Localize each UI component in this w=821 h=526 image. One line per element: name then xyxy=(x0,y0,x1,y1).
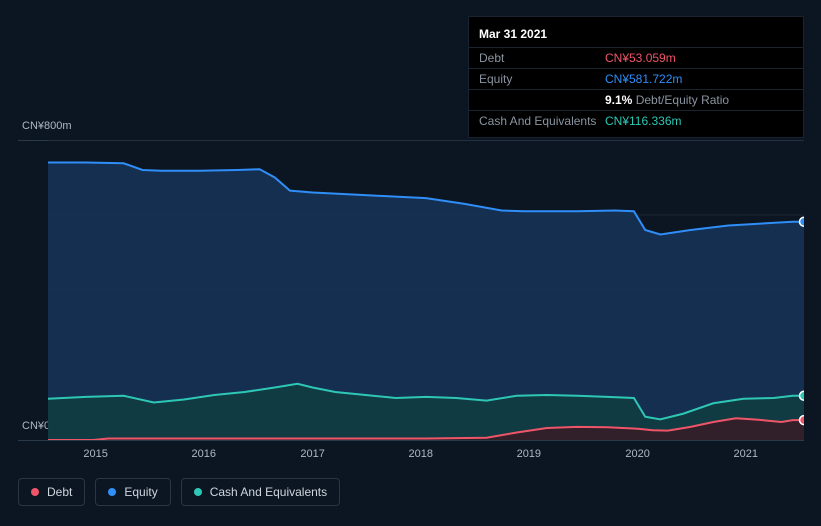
legend-item-cash[interactable]: Cash And Equivalents xyxy=(181,478,340,506)
tooltip-label: Equity xyxy=(479,72,605,86)
x-axis-tick: 2018 xyxy=(408,448,432,460)
tooltip-label: Cash And Equivalents xyxy=(479,114,605,128)
tooltip-value: 9.1% Debt/Equity Ratio xyxy=(605,93,793,107)
ratio-suffix: Debt/Equity Ratio xyxy=(636,93,729,107)
cash-end-marker-icon xyxy=(800,391,805,400)
legend-item-equity[interactable]: Equity xyxy=(95,478,170,506)
debt-legend-dot-icon xyxy=(31,488,39,496)
y-axis-label-top: CN¥800m xyxy=(22,120,72,132)
x-axis-tick: 2021 xyxy=(734,448,758,460)
tooltip-label: Debt xyxy=(479,51,605,65)
equity-end-marker-icon xyxy=(800,217,805,226)
equity-legend-dot-icon xyxy=(108,488,116,496)
tooltip-row-debt: Debt CN¥53.059m xyxy=(469,47,803,68)
x-axis-tick: 2015 xyxy=(83,448,107,460)
legend-label: Equity xyxy=(124,485,157,499)
financials-area-chart[interactable] xyxy=(18,140,804,444)
ratio-value: 9.1% xyxy=(605,93,632,107)
x-axis-tick: 2017 xyxy=(300,448,324,460)
x-axis-tick: 2020 xyxy=(625,448,649,460)
x-axis-tick: 2019 xyxy=(517,448,541,460)
chart-legend: Debt Equity Cash And Equivalents xyxy=(18,478,340,506)
tooltip-row-equity: Equity CN¥581.722m xyxy=(469,68,803,89)
debt-end-marker-icon xyxy=(800,416,805,425)
tooltip-row-cash: Cash And Equivalents CN¥116.336m xyxy=(469,110,803,131)
legend-item-debt[interactable]: Debt xyxy=(18,478,85,506)
x-axis-tick: 2016 xyxy=(191,448,215,460)
chart-tooltip: Mar 31 2021 Debt CN¥53.059m Equity CN¥58… xyxy=(468,16,804,138)
tooltip-value: CN¥116.336m xyxy=(605,114,793,128)
tooltip-label xyxy=(479,93,605,107)
tooltip-value: CN¥53.059m xyxy=(605,51,793,65)
tooltip-date: Mar 31 2021 xyxy=(469,23,803,47)
tooltip-row-ratio: 9.1% Debt/Equity Ratio xyxy=(469,89,803,110)
tooltip-value: CN¥581.722m xyxy=(605,72,793,86)
legend-label: Cash And Equivalents xyxy=(210,485,327,499)
legend-label: Debt xyxy=(47,485,72,499)
cash-legend-dot-icon xyxy=(194,488,202,496)
